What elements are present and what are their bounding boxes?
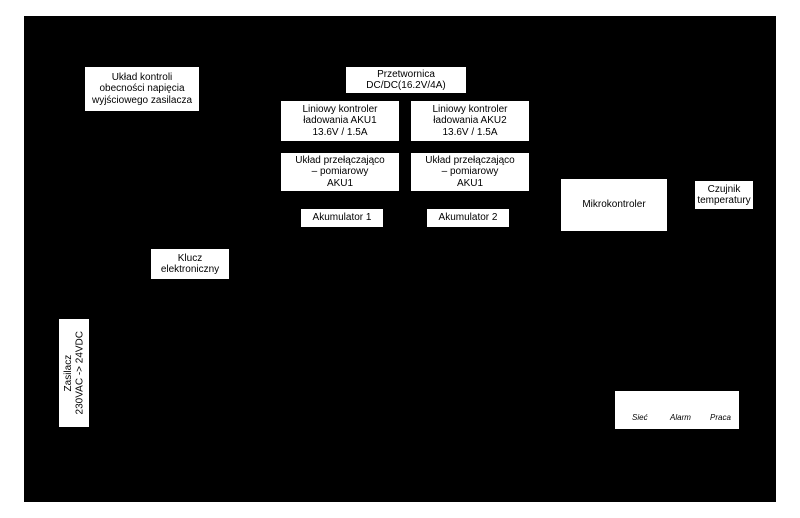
czujnik: Czujniktemperatury: [694, 180, 754, 210]
bottom-label-0: Sieć ~230VAC: [36, 460, 112, 470]
bezp2: Bezpiecznik: [206, 326, 215, 375]
aku1: Akumulator 1: [300, 208, 384, 228]
aku2: Akumulator 2: [426, 208, 510, 228]
bottom-label-7: SygnalizacjaDiody LED: [628, 458, 728, 478]
ukladKontroli: Układ kontroliobecności napięciawyjściow…: [84, 66, 200, 112]
bottom-label-6: WejścieAlarm zewnętrzny: [530, 458, 630, 478]
ledBox: [614, 390, 740, 430]
mikro: Mikrokontroler: [560, 178, 668, 232]
bezp1: Bezpiecznik: [156, 326, 165, 375]
led-label-1: Alarm: [670, 414, 691, 423]
bottom-label-4: Przekaźnik 2Alarm: [334, 458, 414, 478]
led-label-2: Praca: [710, 414, 731, 423]
bottom-label-3: Przekaźnik 1Zanik zasilania: [258, 458, 344, 478]
led-label-0: Sieć: [632, 414, 648, 423]
legendGroup: [262, 56, 550, 198]
bottom-label-2: Wyjście 224VDC: [188, 458, 258, 478]
zasilacz: Zasilacz230VAC -> 24VDC: [58, 318, 90, 428]
bottom-label-5: WejścieCzujnik otwarcia drzwi: [408, 458, 528, 478]
klucz: Kluczelektroniczny: [150, 248, 230, 280]
